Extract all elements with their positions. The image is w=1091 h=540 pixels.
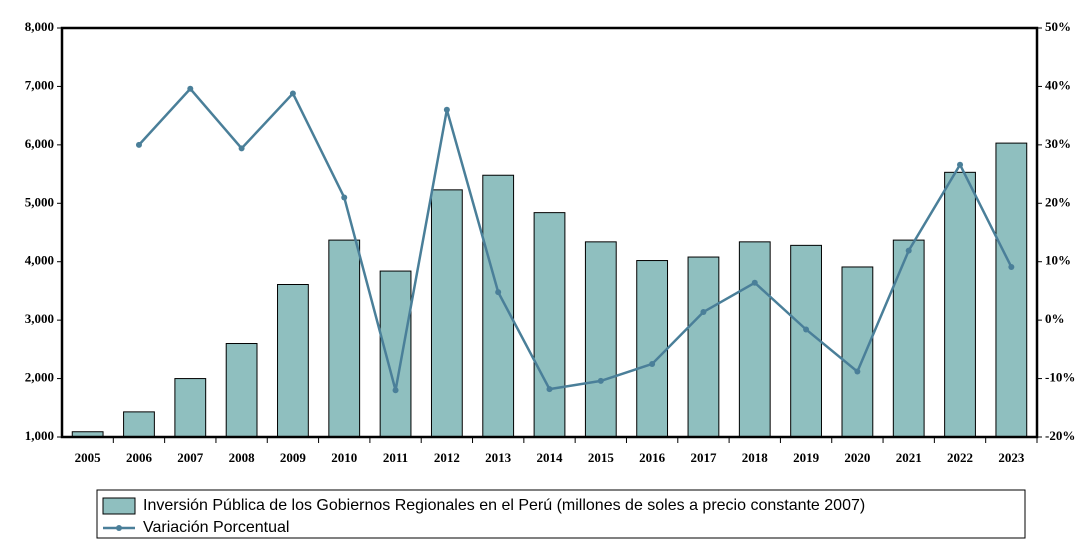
line-point xyxy=(341,194,348,201)
y-tick-label: 5,000 xyxy=(25,194,54,209)
line-point xyxy=(443,106,450,113)
bar xyxy=(995,142,1028,438)
bar xyxy=(636,260,669,438)
x-tick-label: 2006 xyxy=(126,450,153,465)
y-tick-label: 4,000 xyxy=(25,253,54,268)
bar xyxy=(738,241,771,438)
bar xyxy=(944,171,976,438)
line-point xyxy=(905,247,912,254)
x-tick-label: 2005 xyxy=(75,450,102,465)
line-point xyxy=(392,387,399,394)
legend-swatch xyxy=(102,497,136,515)
y2-tick-label: -20% xyxy=(1045,428,1075,443)
plot-frame xyxy=(60,26,1039,439)
line-point xyxy=(187,85,194,92)
line-point xyxy=(751,279,758,286)
line-point xyxy=(700,308,707,315)
x-tick-label: 2019 xyxy=(793,450,820,465)
bar xyxy=(841,266,874,438)
legend-point xyxy=(116,525,122,531)
y-tick-label: 8,000 xyxy=(25,19,54,34)
x-tick-label: 2008 xyxy=(229,450,256,465)
x-tick-label: 2023 xyxy=(998,450,1025,465)
y2-tick-label: -10% xyxy=(1045,370,1075,385)
y-tick-label: 1,000 xyxy=(25,428,54,443)
y-tick-label: 3,000 xyxy=(25,311,54,326)
legend-box xyxy=(96,489,1026,539)
y2-tick-label: 30% xyxy=(1045,136,1071,151)
y-tick-label: 2,000 xyxy=(25,370,54,385)
y-tick-label: 6,000 xyxy=(25,136,54,151)
line-point xyxy=(597,377,604,384)
line-point xyxy=(135,141,142,148)
y2-tick-label: 40% xyxy=(1045,77,1071,92)
line-point xyxy=(289,90,296,97)
x-tick-label: 2021 xyxy=(896,450,922,465)
x-tick-label: 2018 xyxy=(742,450,769,465)
bar xyxy=(687,256,720,438)
line-point xyxy=(495,289,502,296)
line-point xyxy=(649,360,656,367)
bar xyxy=(430,189,463,438)
bar xyxy=(174,378,207,438)
x-tick-label: 2011 xyxy=(383,450,408,465)
line-point xyxy=(1008,263,1015,270)
legend-label: Inversión Pública de los Gobiernos Regio… xyxy=(143,497,865,514)
x-tick-label: 2013 xyxy=(485,450,512,465)
bar xyxy=(277,284,309,438)
bar xyxy=(482,174,515,438)
line-point xyxy=(546,386,553,393)
y2-tick-label: 0% xyxy=(1045,311,1065,326)
x-tick-label: 2010 xyxy=(331,450,357,465)
x-tick-label: 2016 xyxy=(639,450,666,465)
bar xyxy=(584,241,617,438)
legend-label: Variación Porcentual xyxy=(143,519,289,536)
y-tick-label: 7,000 xyxy=(25,77,54,92)
x-tick-label: 2017 xyxy=(690,450,717,465)
y2-tick-label: 10% xyxy=(1045,253,1071,268)
bar xyxy=(328,239,361,438)
x-tick-label: 2022 xyxy=(947,450,973,465)
bar xyxy=(533,212,566,438)
x-tick-label: 2014 xyxy=(537,450,564,465)
x-tick-label: 2012 xyxy=(434,450,460,465)
line-point xyxy=(854,368,861,375)
x-tick-label: 2015 xyxy=(588,450,615,465)
x-tick-label: 2009 xyxy=(280,450,307,465)
line-point xyxy=(803,326,810,333)
line xyxy=(138,86,1013,391)
bar xyxy=(225,343,258,438)
x-tick-label: 2007 xyxy=(177,450,204,465)
line-point xyxy=(957,161,964,168)
bar xyxy=(123,411,155,438)
x-tick-label: 2020 xyxy=(844,450,870,465)
line-point xyxy=(238,145,245,152)
bar xyxy=(892,239,925,438)
y2-tick-label: 50% xyxy=(1045,19,1071,34)
bar xyxy=(790,244,822,438)
y2-tick-label: 20% xyxy=(1045,194,1071,209)
